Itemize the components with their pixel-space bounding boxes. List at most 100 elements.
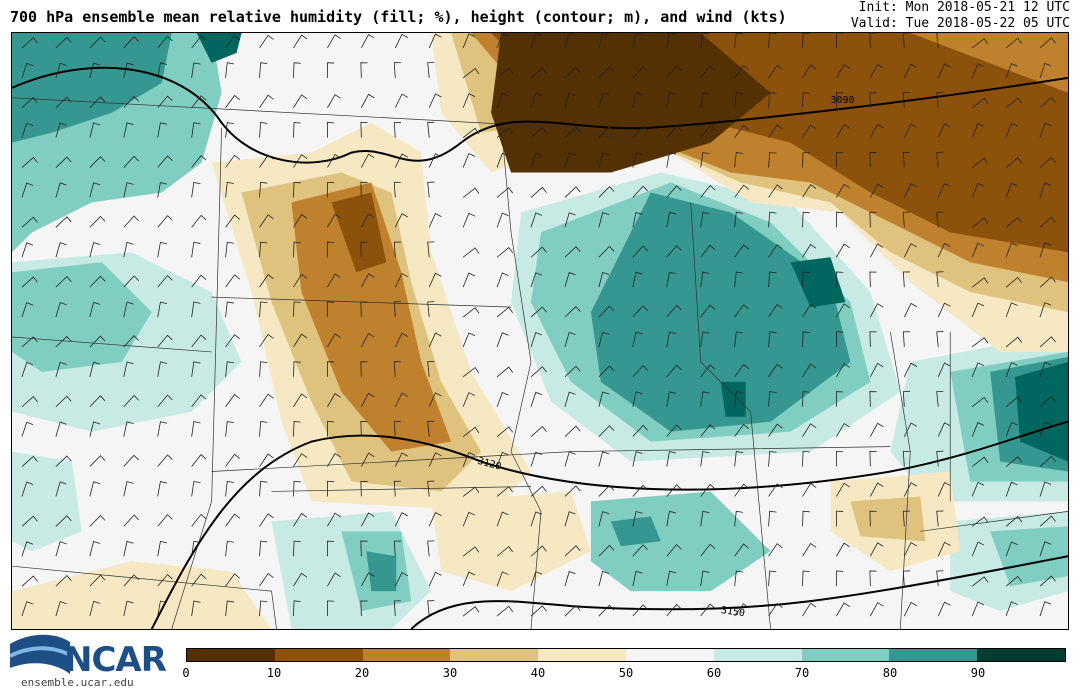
wind-barb — [123, 481, 134, 497]
wind-barb — [1005, 97, 1023, 109]
wind-barb — [598, 425, 615, 437]
wind-barb — [55, 36, 72, 49]
wind-barb — [632, 185, 649, 198]
wind-barb — [936, 151, 944, 168]
wind-barb — [666, 544, 682, 557]
wind-barb — [259, 34, 274, 49]
wind-barb — [157, 35, 173, 49]
wind-barb — [632, 271, 643, 288]
wind-barb — [225, 513, 240, 527]
wind-barb — [327, 600, 335, 617]
wind-barb — [734, 244, 750, 258]
wind-barb — [360, 122, 368, 138]
wind-barb — [530, 306, 547, 318]
wind-barb — [123, 122, 134, 138]
wind-barb — [700, 271, 710, 288]
wind-barb — [89, 215, 106, 228]
wind-barb — [768, 211, 777, 228]
wind-barb — [123, 155, 139, 168]
wind-barb — [191, 241, 201, 258]
wind-barb — [632, 544, 649, 557]
wind-barb — [869, 570, 877, 587]
wind-barb — [496, 67, 514, 79]
wind-barb — [869, 33, 877, 48]
wind-barb — [360, 333, 375, 348]
wind-barb — [123, 540, 134, 557]
wind-barb — [666, 152, 677, 168]
wind-barb — [598, 92, 610, 108]
wind-barb — [327, 572, 341, 587]
wind-barb — [293, 453, 308, 467]
wind-barb — [734, 391, 743, 407]
wind-barb — [394, 452, 409, 467]
wind-barb — [496, 605, 514, 617]
wind-barb — [632, 305, 649, 318]
wind-barb — [21, 421, 34, 437]
wind-barb — [259, 393, 274, 407]
wind-barb — [293, 34, 308, 49]
wind-barb — [836, 391, 844, 407]
wind-barb — [462, 212, 476, 228]
wind-barb — [1039, 242, 1052, 258]
colorbar-swatch — [274, 649, 363, 661]
wind-barb — [55, 122, 67, 138]
wind-barb — [496, 332, 509, 348]
wind-barb — [225, 181, 234, 198]
wind-barb — [768, 92, 777, 108]
wind-barb — [666, 92, 677, 108]
wind-barb — [496, 33, 509, 49]
wind-barb — [802, 243, 817, 258]
wind-barb — [1005, 396, 1023, 408]
wind-barb — [191, 361, 201, 377]
wind-barb — [836, 363, 850, 378]
wind-barb — [903, 123, 918, 138]
wind-barb — [293, 154, 308, 168]
wind-barb — [802, 363, 817, 378]
wind-barb — [191, 573, 207, 587]
wind-barb — [327, 452, 341, 467]
wind-barb — [1005, 336, 1023, 348]
wind-barb — [89, 574, 106, 587]
wind-barb — [21, 541, 34, 557]
wind-barb — [768, 450, 777, 467]
wind-barb — [327, 94, 341, 108]
wind-barb — [1005, 63, 1018, 78]
wind-barb — [971, 337, 989, 348]
colorbar-tick: 10 — [266, 666, 282, 680]
wind-barb — [971, 157, 989, 168]
wind-barb — [836, 123, 850, 138]
wind-barb — [937, 482, 951, 497]
wind-barb — [393, 421, 401, 437]
wind-barb — [55, 361, 67, 377]
wind-barb — [666, 65, 682, 79]
wind-barb — [632, 424, 649, 437]
wind-barb — [225, 214, 240, 228]
wind-barb — [1005, 122, 1018, 138]
wind-barb — [293, 393, 308, 407]
wind-barb — [157, 454, 173, 467]
wind-barb — [123, 36, 139, 49]
wind-barb — [394, 332, 409, 348]
wind-barb — [598, 570, 610, 587]
wind-barb — [427, 540, 435, 557]
wind-barb — [1005, 541, 1018, 557]
wind-barb — [55, 481, 67, 497]
wind-barb — [293, 273, 308, 288]
wind-barb — [700, 65, 716, 79]
wind-barb — [937, 242, 951, 258]
wind-barb — [971, 541, 985, 557]
wind-barb — [327, 421, 335, 437]
wind-barb — [123, 361, 134, 377]
wind-barb — [598, 185, 615, 198]
wind-barb — [734, 331, 743, 347]
wind-barb — [768, 33, 777, 48]
wind-barb — [191, 214, 207, 228]
ncar-logo-text: NCAR — [64, 640, 167, 680]
wind-barb — [971, 97, 989, 109]
wind-barb — [293, 480, 301, 497]
wind-barb — [157, 573, 173, 587]
wind-barb — [768, 303, 783, 318]
wind-barb — [496, 152, 509, 168]
wind-barb — [836, 33, 844, 48]
wind-barb — [496, 545, 514, 557]
